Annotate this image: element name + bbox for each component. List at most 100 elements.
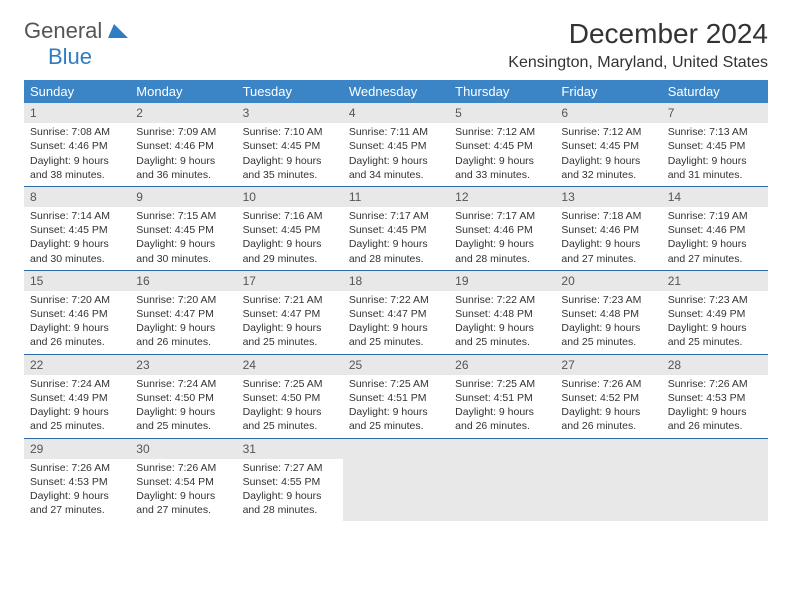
sunset-line: Sunset: 4:49 PM [30, 391, 124, 405]
sunset-line: Sunset: 4:46 PM [136, 139, 230, 153]
daylight-line-1: Daylight: 9 hours [243, 489, 337, 503]
daylight-line-2: and 27 minutes. [30, 503, 124, 517]
daylight-line-2: and 30 minutes. [136, 252, 230, 266]
day-body: Sunrise: 7:19 AMSunset: 4:46 PMDaylight:… [662, 207, 768, 270]
daylight-line-1: Daylight: 9 hours [668, 237, 762, 251]
day-number: 1 [24, 103, 130, 123]
calendar-cell: 17Sunrise: 7:21 AMSunset: 4:47 PMDayligh… [237, 271, 343, 354]
day-body: Sunrise: 7:13 AMSunset: 4:45 PMDaylight:… [662, 123, 768, 186]
weekday-header: Monday [130, 80, 236, 103]
location-text: Kensington, Maryland, United States [508, 54, 768, 72]
sunset-line: Sunset: 4:51 PM [455, 391, 549, 405]
daylight-line-2: and 25 minutes. [349, 335, 443, 349]
calendar-cell: 16Sunrise: 7:20 AMSunset: 4:47 PMDayligh… [130, 271, 236, 354]
sunset-line: Sunset: 4:46 PM [668, 223, 762, 237]
daylight-line-1: Daylight: 9 hours [349, 405, 443, 419]
sunset-line: Sunset: 4:46 PM [561, 223, 655, 237]
daylight-line-2: and 36 minutes. [136, 168, 230, 182]
calendar-cell: 31Sunrise: 7:27 AMSunset: 4:55 PMDayligh… [237, 439, 343, 522]
logo-text-2: Blue [48, 44, 92, 69]
daylight-line-1: Daylight: 9 hours [30, 237, 124, 251]
calendar-cell: 10Sunrise: 7:16 AMSunset: 4:45 PMDayligh… [237, 187, 343, 270]
day-number: 5 [449, 103, 555, 123]
daylight-line-2: and 31 minutes. [668, 168, 762, 182]
calendar-cell: 1Sunrise: 7:08 AMSunset: 4:46 PMDaylight… [24, 103, 130, 186]
day-number: 21 [662, 271, 768, 291]
calendar-cell: 12Sunrise: 7:17 AMSunset: 4:46 PMDayligh… [449, 187, 555, 270]
daylight-line-1: Daylight: 9 hours [349, 154, 443, 168]
calendar-cell: 29Sunrise: 7:26 AMSunset: 4:53 PMDayligh… [24, 439, 130, 522]
sunrise-line: Sunrise: 7:17 AM [349, 209, 443, 223]
weekday-header-row: SundayMondayTuesdayWednesdayThursdayFrid… [24, 80, 768, 103]
sunrise-line: Sunrise: 7:12 AM [561, 125, 655, 139]
day-body: Sunrise: 7:12 AMSunset: 4:45 PMDaylight:… [555, 123, 661, 186]
daylight-line-2: and 33 minutes. [455, 168, 549, 182]
calendar-cell: 28Sunrise: 7:26 AMSunset: 4:53 PMDayligh… [662, 355, 768, 438]
sunset-line: Sunset: 4:51 PM [349, 391, 443, 405]
sunrise-line: Sunrise: 7:24 AM [136, 377, 230, 391]
daylight-line-1: Daylight: 9 hours [349, 321, 443, 335]
daylight-line-2: and 26 minutes. [668, 419, 762, 433]
daylight-line-2: and 28 minutes. [243, 503, 337, 517]
weekday-header: Saturday [662, 80, 768, 103]
day-number: 12 [449, 187, 555, 207]
daylight-line-1: Daylight: 9 hours [243, 154, 337, 168]
day-body: Sunrise: 7:26 AMSunset: 4:53 PMDaylight:… [662, 375, 768, 438]
daylight-line-1: Daylight: 9 hours [561, 237, 655, 251]
sunrise-line: Sunrise: 7:21 AM [243, 293, 337, 307]
calendar-week: 22Sunrise: 7:24 AMSunset: 4:49 PMDayligh… [24, 355, 768, 439]
day-body: Sunrise: 7:25 AMSunset: 4:50 PMDaylight:… [237, 375, 343, 438]
daylight-line-2: and 25 minutes. [30, 419, 124, 433]
day-body: Sunrise: 7:17 AMSunset: 4:46 PMDaylight:… [449, 207, 555, 270]
sunset-line: Sunset: 4:45 PM [136, 223, 230, 237]
day-number: 24 [237, 355, 343, 375]
day-body: Sunrise: 7:24 AMSunset: 4:50 PMDaylight:… [130, 375, 236, 438]
calendar-cell: 7Sunrise: 7:13 AMSunset: 4:45 PMDaylight… [662, 103, 768, 186]
daylight-line-2: and 29 minutes. [243, 252, 337, 266]
sunrise-line: Sunrise: 7:23 AM [561, 293, 655, 307]
daylight-line-2: and 25 minutes. [243, 419, 337, 433]
sunrise-line: Sunrise: 7:24 AM [30, 377, 124, 391]
sunset-line: Sunset: 4:47 PM [243, 307, 337, 321]
calendar-cell: 22Sunrise: 7:24 AMSunset: 4:49 PMDayligh… [24, 355, 130, 438]
calendar-cell [662, 439, 768, 522]
sunrise-line: Sunrise: 7:20 AM [136, 293, 230, 307]
sunrise-line: Sunrise: 7:18 AM [561, 209, 655, 223]
sunset-line: Sunset: 4:54 PM [136, 475, 230, 489]
sunrise-line: Sunrise: 7:17 AM [455, 209, 549, 223]
calendar-week: 15Sunrise: 7:20 AMSunset: 4:46 PMDayligh… [24, 271, 768, 355]
calendar-cell: 19Sunrise: 7:22 AMSunset: 4:48 PMDayligh… [449, 271, 555, 354]
day-number: 16 [130, 271, 236, 291]
daylight-line-1: Daylight: 9 hours [455, 154, 549, 168]
daylight-line-1: Daylight: 9 hours [30, 405, 124, 419]
calendar-cell: 15Sunrise: 7:20 AMSunset: 4:46 PMDayligh… [24, 271, 130, 354]
calendar-cell: 3Sunrise: 7:10 AMSunset: 4:45 PMDaylight… [237, 103, 343, 186]
sunset-line: Sunset: 4:48 PM [455, 307, 549, 321]
sunset-line: Sunset: 4:47 PM [349, 307, 443, 321]
calendar-cell [449, 439, 555, 522]
sunset-line: Sunset: 4:53 PM [668, 391, 762, 405]
daylight-line-1: Daylight: 9 hours [561, 405, 655, 419]
sunrise-line: Sunrise: 7:25 AM [349, 377, 443, 391]
calendar-body: 1Sunrise: 7:08 AMSunset: 4:46 PMDaylight… [24, 103, 768, 521]
sunrise-line: Sunrise: 7:09 AM [136, 125, 230, 139]
day-body: Sunrise: 7:10 AMSunset: 4:45 PMDaylight:… [237, 123, 343, 186]
sunrise-line: Sunrise: 7:10 AM [243, 125, 337, 139]
day-number: 30 [130, 439, 236, 459]
day-number: 8 [24, 187, 130, 207]
calendar-cell [343, 439, 449, 522]
daylight-line-1: Daylight: 9 hours [455, 405, 549, 419]
daylight-line-1: Daylight: 9 hours [30, 154, 124, 168]
calendar-cell: 25 Sunrise: 7:25 AMSunset: 4:51 PMDayligh… [343, 355, 449, 438]
daylight-line-2: and 25 minutes. [243, 335, 337, 349]
calendar-cell: 8Sunrise: 7:14 AMSunset: 4:45 PMDaylight… [24, 187, 130, 270]
daylight-line-2: and 27 minutes. [561, 252, 655, 266]
calendar-cell: 26Sunrise: 7:25 AMSunset: 4:51 PMDayligh… [449, 355, 555, 438]
day-number: 25 [343, 355, 449, 375]
daylight-line-2: and 35 minutes. [243, 168, 337, 182]
daylight-line-1: Daylight: 9 hours [561, 154, 655, 168]
day-body: Sunrise: 7:22 AMSunset: 4:48 PMDaylight:… [449, 291, 555, 354]
day-body: Sunrise: 7:26 AMSunset: 4:53 PMDaylight:… [24, 459, 130, 522]
calendar-cell: 14Sunrise: 7:19 AMSunset: 4:46 PMDayligh… [662, 187, 768, 270]
daylight-line-2: and 27 minutes. [136, 503, 230, 517]
